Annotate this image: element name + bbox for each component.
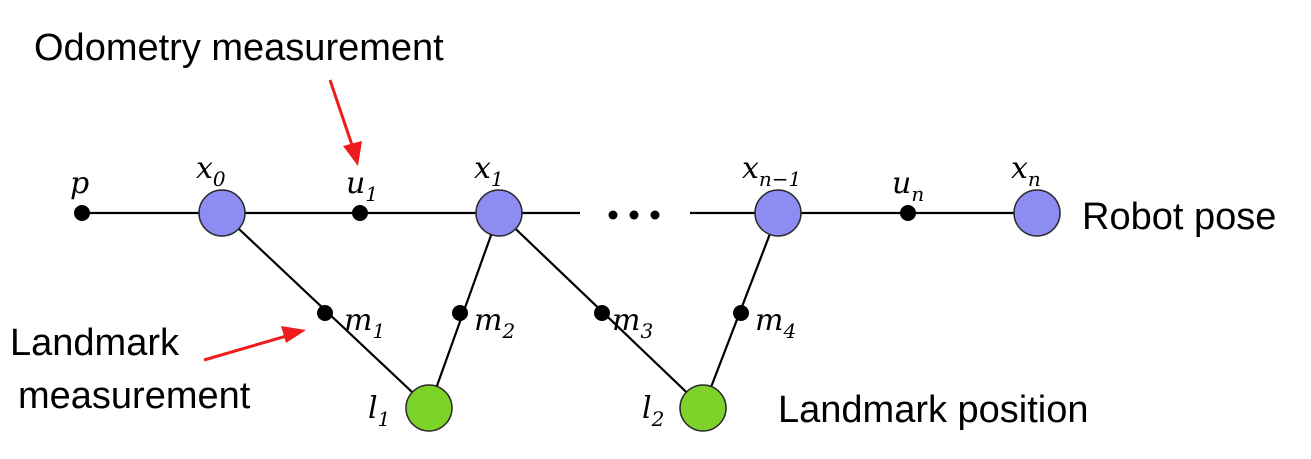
landmark-node-l2 [679,384,727,432]
factor-node-m2 [452,305,468,321]
label-u1: u1 [346,166,378,206]
arrow-odometry [328,79,362,166]
factor-node-u1 [352,205,368,221]
landmark-nodes [405,384,727,432]
landmark-node-l1 [405,384,453,432]
ellipsis [608,210,660,220]
ellipsis-dot [608,210,618,220]
label-m2: m2 [474,303,515,343]
annotation-landmark-position: Landmark position [778,389,1089,431]
annotation-landmark-measurement-line1: Landmark [10,322,180,364]
label-un: un [892,166,924,206]
annotation-landmark-measurement-line2: measurement [18,375,251,417]
label-xn-1: xn−1 [742,151,801,191]
factor-node-m3 [594,305,610,321]
pose-node-x0 [198,189,246,237]
pose-nodes [198,189,1061,237]
label-m3: m3 [612,303,653,343]
ellipsis-dot [650,210,660,220]
label-l1: l1 [368,391,390,431]
label-l2: l2 [642,391,664,431]
factor-nodes [74,205,916,321]
factor-node-p [74,205,90,221]
annotation-arrows [203,79,362,362]
arrow-landmark-measurement [203,326,306,362]
label-m4: m4 [755,303,796,343]
label-x0: x0 [196,151,226,191]
annotation-odometry-measurement: Odometry measurement [34,27,444,69]
pose-node-x1 [475,189,523,237]
label-p: p [70,166,89,201]
node-labels: p x0 u1 x1 xn−1 un xn m1 m2 m3 m4 l1 l2 [70,151,1041,431]
pose-node-xn [1013,189,1061,237]
factor-node-m1 [317,305,333,321]
arrowhead [281,326,306,343]
annotations: Odometry measurement Landmark measuremen… [10,27,1276,431]
label-x1: x1 [474,151,504,191]
label-xn: xn [1011,151,1041,191]
factor-node-m4 [733,305,749,321]
ellipsis-dot [629,210,639,220]
factor-node-un [900,205,916,221]
pose-node-xn-1 [754,189,802,237]
label-m1: m1 [344,303,385,343]
annotation-robot-pose: Robot pose [1082,196,1276,238]
arrowhead [343,141,362,166]
